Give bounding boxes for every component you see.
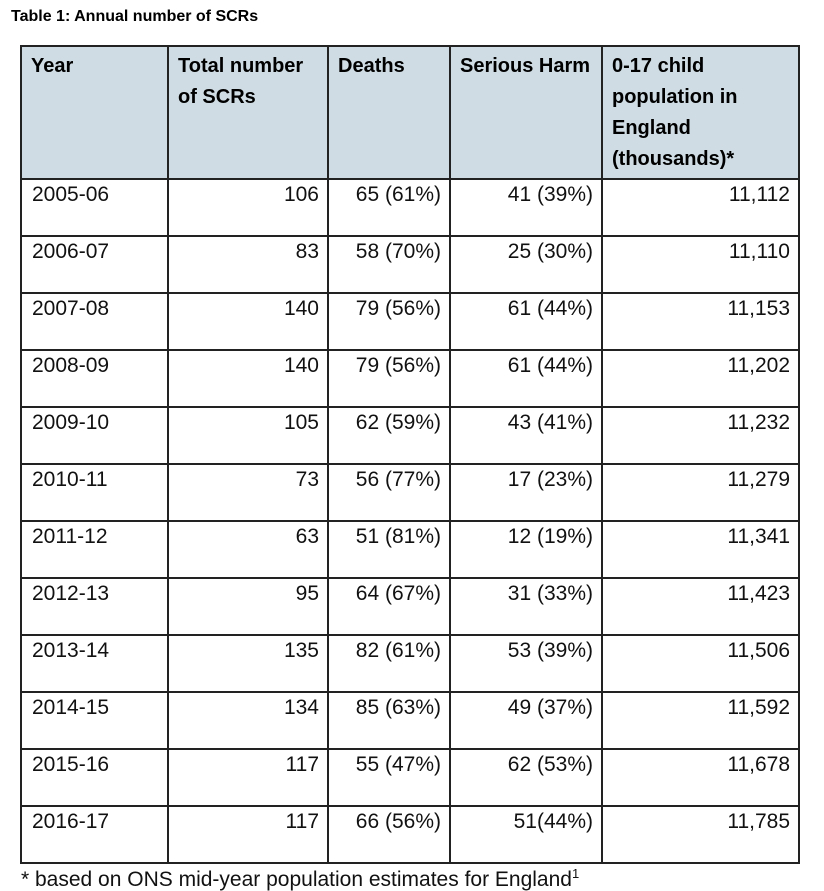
year-cell: 2007-08: [20, 292, 169, 351]
header-serious-harm: Serious Harm: [449, 45, 603, 180]
total-scrs-cell: 135: [167, 634, 329, 693]
serious-harm-cell: 25 (30%): [449, 235, 603, 294]
deaths-cell: 79 (56%): [327, 349, 451, 408]
population-cell: 11,506: [601, 634, 800, 693]
table-row: 2011-12 63 51 (81%) 12 (19%) 11,341: [20, 520, 800, 579]
table-row: 2013-14 135 82 (61%) 53 (39%) 11,506: [20, 634, 800, 693]
serious-harm-cell: 49 (37%): [449, 691, 603, 750]
table-row: 2007-08 140 79 (56%) 61 (44%) 11,153: [20, 292, 800, 351]
deaths-cell: 82 (61%): [327, 634, 451, 693]
deaths-cell: 85 (63%): [327, 691, 451, 750]
year-cell: 2010-11: [20, 463, 169, 522]
year-cell: 2014-15: [20, 691, 169, 750]
deaths-cell: 66 (56%): [327, 805, 451, 864]
year-cell: 2009-10: [20, 406, 169, 465]
footnote: * based on ONS mid-year population estim…: [21, 867, 824, 891]
serious-harm-cell: 31 (33%): [449, 577, 603, 636]
population-cell: 11,202: [601, 349, 800, 408]
total-scrs-cell: 140: [167, 292, 329, 351]
total-scrs-cell: 106: [167, 178, 329, 237]
total-scrs-cell: 117: [167, 805, 329, 864]
header-population: 0-17 child population in England (thousa…: [601, 45, 800, 180]
year-cell: 2006-07: [20, 235, 169, 294]
population-cell: 11,153: [601, 292, 800, 351]
table-row: 2014-15 134 85 (63%) 49 (37%) 11,592: [20, 691, 800, 750]
total-scrs-cell: 63: [167, 520, 329, 579]
table-row: 2012-13 95 64 (67%) 31 (33%) 11,423: [20, 577, 800, 636]
total-scrs-cell: 105: [167, 406, 329, 465]
table-row: 2010-11 73 56 (77%) 17 (23%) 11,279: [20, 463, 800, 522]
table-title: Table 1: Annual number of SCRs: [11, 8, 259, 25]
serious-harm-cell: 62 (53%): [449, 748, 603, 807]
population-cell: 11,112: [601, 178, 800, 237]
year-cell: 2008-09: [20, 349, 169, 408]
table-row: 2016-17 117 66 (56%) 51(44%) 11,785: [20, 805, 800, 864]
year-cell: 2005-06: [20, 178, 169, 237]
population-cell: 11,592: [601, 691, 800, 750]
year-cell: 2013-14: [20, 634, 169, 693]
year-cell: 2011-12: [20, 520, 169, 579]
population-cell: 11,423: [601, 577, 800, 636]
total-scrs-cell: 140: [167, 349, 329, 408]
table-row: 2005-06 106 65 (61%) 41 (39%) 11,112: [20, 178, 800, 237]
total-scrs-cell: 95: [167, 577, 329, 636]
deaths-cell: 64 (67%): [327, 577, 451, 636]
deaths-cell: 58 (70%): [327, 235, 451, 294]
serious-harm-cell: 53 (39%): [449, 634, 603, 693]
table-row: 2009-10 105 62 (59%) 43 (41%) 11,232: [20, 406, 800, 465]
population-cell: 11,279: [601, 463, 800, 522]
population-cell: 11,785: [601, 805, 800, 864]
deaths-cell: 62 (59%): [327, 406, 451, 465]
serious-harm-cell: 61 (44%): [449, 292, 603, 351]
serious-harm-cell: 12 (19%): [449, 520, 603, 579]
table-row: 2008-09 140 79 (56%) 61 (44%) 11,202: [20, 349, 800, 408]
serious-harm-cell: 41 (39%): [449, 178, 603, 237]
deaths-cell: 79 (56%): [327, 292, 451, 351]
year-cell: 2015-16: [20, 748, 169, 807]
footnote-text: * based on ONS mid-year population estim…: [21, 868, 572, 891]
year-cell: 2012-13: [20, 577, 169, 636]
population-cell: 11,232: [601, 406, 800, 465]
population-cell: 11,678: [601, 748, 800, 807]
total-scrs-cell: 73: [167, 463, 329, 522]
population-cell: 11,341: [601, 520, 800, 579]
serious-harm-cell: 43 (41%): [449, 406, 603, 465]
total-scrs-cell: 117: [167, 748, 329, 807]
serious-harm-cell: 17 (23%): [449, 463, 603, 522]
serious-harm-cell: 51(44%): [449, 805, 603, 864]
scr-table: Year Total number of SCRs Deaths Serious…: [20, 45, 800, 864]
header-total-scrs: Total number of SCRs: [167, 45, 329, 180]
deaths-cell: 51 (81%): [327, 520, 451, 579]
deaths-cell: 56 (77%): [327, 463, 451, 522]
total-scrs-cell: 134: [167, 691, 329, 750]
header-deaths: Deaths: [327, 45, 451, 180]
total-scrs-cell: 83: [167, 235, 329, 294]
serious-harm-cell: 61 (44%): [449, 349, 603, 408]
deaths-cell: 65 (61%): [327, 178, 451, 237]
year-cell: 2016-17: [20, 805, 169, 864]
header-row: Year Total number of SCRs Deaths Serious…: [20, 45, 800, 180]
footnote-superscript: 1: [571, 866, 580, 881]
table-row: 2006-07 83 58 (70%) 25 (30%) 11,110: [20, 235, 800, 294]
population-cell: 11,110: [601, 235, 800, 294]
table-row: 2015-16 117 55 (47%) 62 (53%) 11,678: [20, 748, 800, 807]
deaths-cell: 55 (47%): [327, 748, 451, 807]
header-year: Year: [20, 45, 169, 180]
